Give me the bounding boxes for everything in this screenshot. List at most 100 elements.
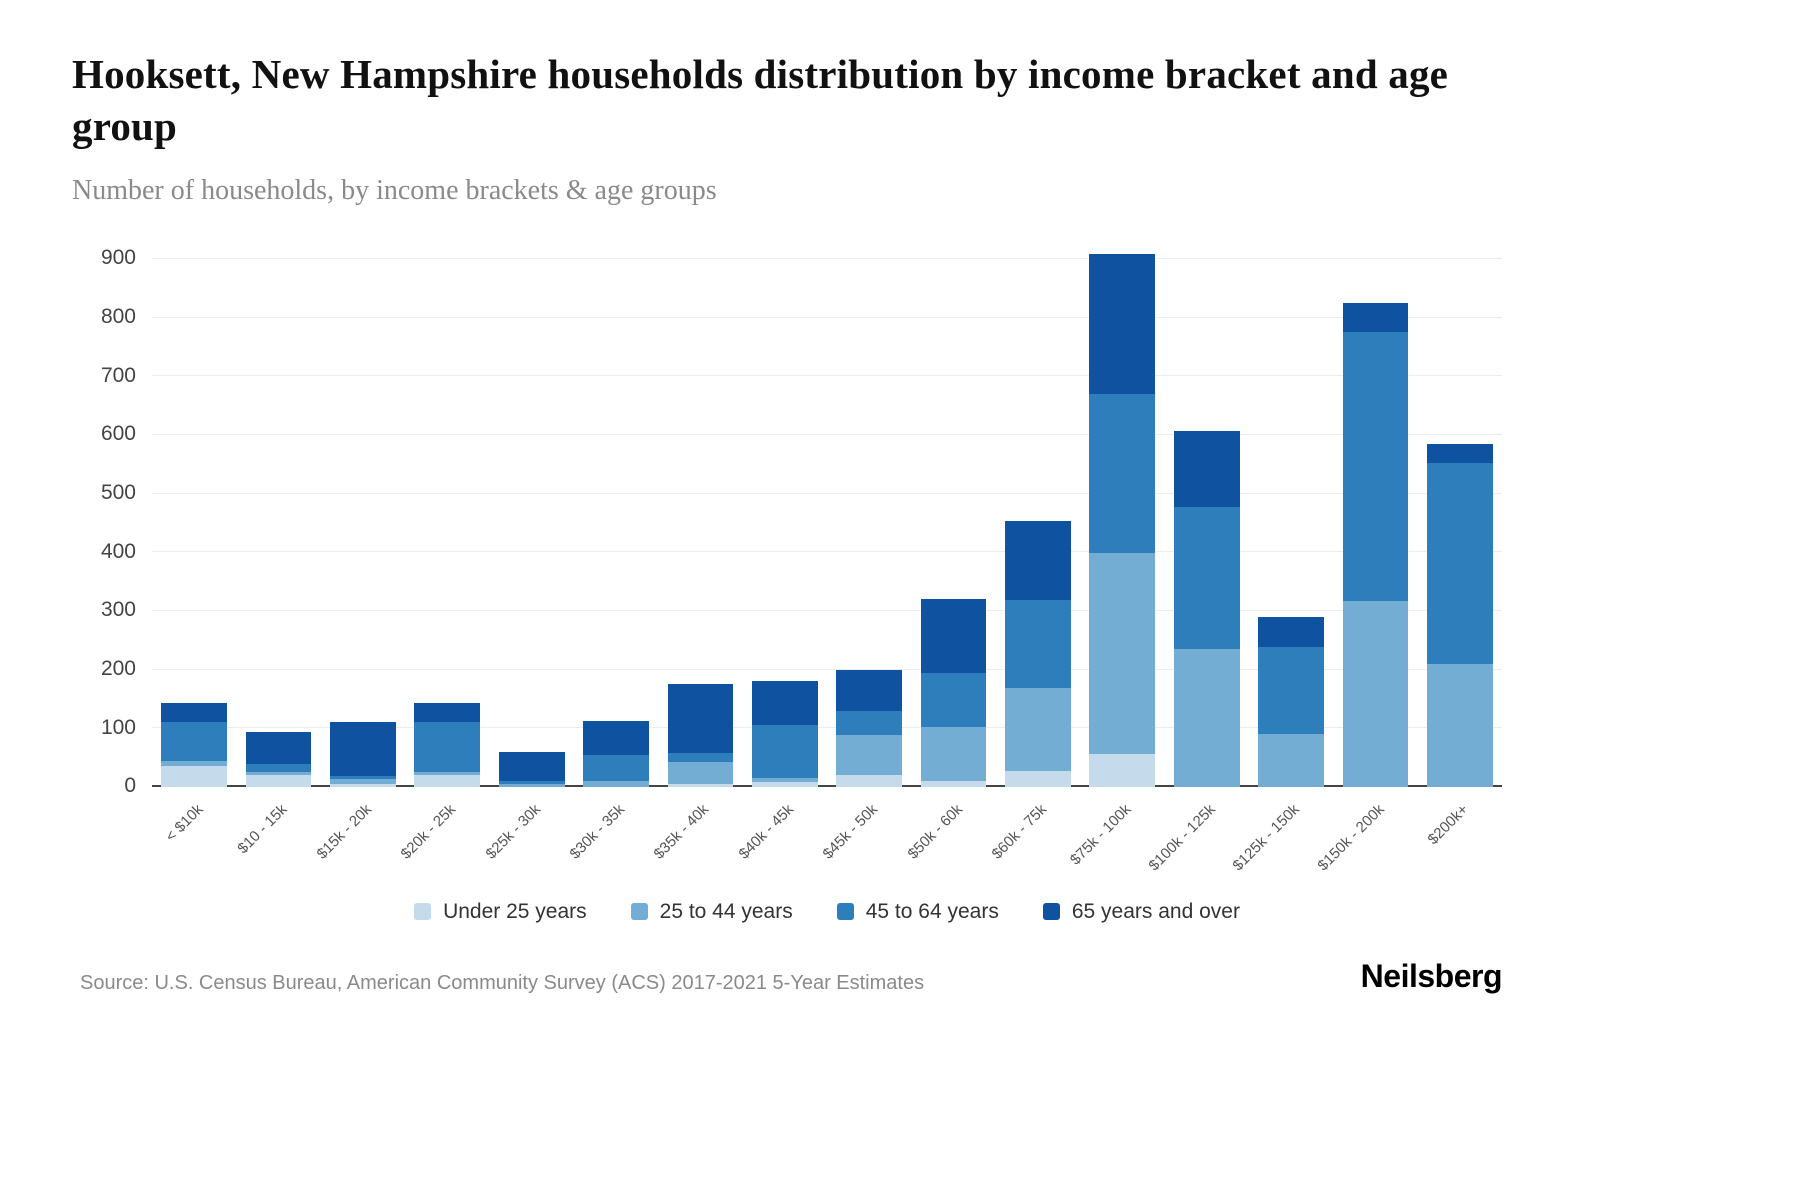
bar-slot-75k-100k — [1080, 254, 1164, 787]
bar-slot-10k — [152, 259, 236, 787]
x-tick-label: $45k - 50k — [819, 800, 882, 863]
bar-segment-under-25-years — [920, 781, 987, 787]
bar-stack-40k-45k — [751, 681, 818, 787]
y-tick-label: 700 — [100, 363, 136, 387]
bar-segment-45-to-64-years — [161, 722, 228, 761]
bar-segment-25-to-44-years — [836, 735, 903, 776]
gridline: 200 — [101, 657, 1502, 680]
bar-segment-65-years-and-over — [1426, 443, 1493, 463]
gridline: 500 — [101, 481, 1502, 504]
bar-segment-25-to-44-years — [920, 726, 987, 782]
bar-stack-30k-35k — [583, 720, 649, 787]
legend-item-65-years-and-over: 65 years and over — [1042, 899, 1240, 924]
bar-segment-45-to-64-years — [1342, 332, 1409, 601]
bar-segment-65-years-and-over — [583, 720, 649, 755]
bar-stack-15k-20k — [330, 722, 396, 787]
bar-stack-20k-25k — [414, 703, 481, 787]
legend-label: 25 to 44 years — [659, 899, 793, 923]
bar-stack-150k-200k — [1342, 302, 1409, 787]
x-slot: $25k - 30k — [482, 787, 574, 892]
bar-stack-100k-125k — [1173, 430, 1240, 787]
bar-segment-25-to-44-years — [414, 772, 481, 776]
bar-segment-25-to-44-years — [330, 779, 396, 785]
source-text: Source: U.S. Census Bureau, American Com… — [80, 971, 925, 994]
bar-segment-65-years-and-over — [1089, 254, 1156, 394]
page-subtitle: Number of households, by income brackets… — [72, 174, 717, 206]
x-slot: $45k - 50k — [820, 787, 911, 892]
gridline: 300 — [101, 598, 1502, 621]
bar-segment-45-to-64-years — [1173, 506, 1240, 650]
bar-segment-under-25-years — [1005, 771, 1071, 787]
bar-slot-100k-125k — [1165, 259, 1249, 787]
bar-segment-25-to-44-years — [161, 760, 228, 767]
legend: Under 25 years 25 to 44 years 45 to 64 yea… — [152, 900, 1502, 924]
y-tick-label: 800 — [100, 305, 136, 329]
bar-segment-under-25-years — [836, 775, 903, 787]
bar-segment-45-to-64-years — [583, 754, 649, 782]
bar-segment-45-to-64-years — [667, 752, 734, 762]
bar-slot-25k-30k — [490, 259, 574, 787]
bar-segment-65-years-and-over — [414, 703, 481, 723]
x-tick-label: $30k - 35k — [566, 800, 629, 863]
legend-label: 65 years and over — [1071, 899, 1240, 923]
bar-slot-40k-45k — [743, 259, 827, 787]
bar-segment-25-to-44-years — [1089, 553, 1156, 754]
x-tick-label: $40k - 45k — [735, 800, 797, 863]
bar-segment-45-to-64-years — [751, 724, 818, 778]
legend-swatch — [630, 903, 648, 921]
x-slot: $20k - 25k — [398, 787, 489, 892]
x-tick-label: $25k - 30k — [482, 800, 544, 863]
x-tick-label: $50k - 60k — [904, 800, 966, 863]
y-tick-label: 900 — [100, 246, 136, 270]
bar-stack-125k-150k — [1258, 616, 1324, 787]
bar-segment-under-25-years — [751, 782, 818, 787]
legend-swatch — [414, 903, 432, 921]
content: Hooksett, New Hampshire households distr… — [72, 0, 1503, 995]
x-slot: $50k - 60k — [904, 787, 995, 892]
bar-segment-65-years-and-over — [1258, 616, 1324, 648]
bar-slot-125k-150k — [1249, 259, 1333, 787]
x-tick-label: $35k - 40k — [650, 800, 713, 863]
gridline: 100 — [101, 716, 1502, 739]
bar-segment-45-to-64-years — [414, 722, 481, 773]
x-slot: $10 - 15k — [234, 787, 320, 892]
bar-segment-25-to-44-years — [1342, 600, 1409, 787]
bar-segment-45-to-64-years — [836, 710, 903, 736]
bar-slot-45k-50k — [827, 259, 911, 787]
bar-slot-50k-60k — [911, 259, 995, 787]
x-slot: < $10k — [152, 787, 236, 892]
x-tick-label: $10 - 15k — [234, 800, 291, 858]
bar-slot-35k-40k — [658, 259, 742, 787]
bar-segment-25-to-44-years — [1173, 649, 1240, 787]
bar-segment-45-to-64-years — [1426, 462, 1493, 664]
y-tick-label: 0 — [124, 773, 136, 797]
gridline: 700 — [101, 364, 1502, 387]
x-tick-label: $200k+ — [1424, 800, 1472, 849]
bar-stack-60k-75k — [1005, 521, 1071, 787]
y-tick-label: 400 — [100, 539, 136, 563]
bar-segment-25-to-44-years — [667, 761, 734, 785]
bar-segment-45-to-64-years — [498, 781, 565, 785]
bar-segment-65-years-and-over — [920, 599, 987, 673]
bar-slot-30k-35k — [574, 259, 658, 787]
bar-segment-under-25-years — [414, 775, 481, 787]
x-tick-label: $20k - 25k — [397, 800, 460, 863]
legend-swatch — [836, 903, 854, 921]
gridline: 800 — [101, 305, 1502, 328]
bar-segment-under-25-years — [330, 784, 396, 787]
x-axis-line: 0 — [124, 774, 1502, 797]
bar-segment-45-to-64-years — [1089, 393, 1156, 554]
bar-segment-65-years-and-over — [245, 732, 312, 764]
bar-segment-25-to-44-years — [1258, 734, 1324, 787]
bar-stack-50k-60k — [920, 599, 987, 787]
bar-slot-15k-20k — [321, 259, 405, 787]
x-axis-labels: < $10k $10 - 15k $15k - 20k $20k - 25k $25k … — [152, 787, 1502, 892]
bar-slot-200k — [1418, 259, 1502, 787]
plot-wrap: 0 100 200 300 400 500 600 700 800 900 — [101, 246, 1502, 797]
bar-segment-45-to-64-years — [330, 776, 396, 780]
bar-segment-65-years-and-over — [330, 722, 396, 777]
brand-logo: Neilsberg — [1360, 957, 1503, 994]
x-slot: $60k - 75k — [988, 787, 1080, 892]
bar-segment-65-years-and-over — [1173, 430, 1240, 507]
